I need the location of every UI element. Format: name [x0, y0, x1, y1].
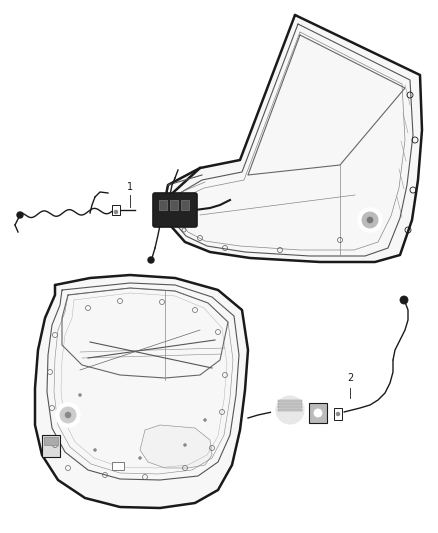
Circle shape [314, 409, 322, 417]
Bar [170, 200, 178, 210]
Circle shape [362, 212, 378, 228]
Circle shape [276, 396, 304, 424]
Bar [278, 400, 302, 402]
FancyBboxPatch shape [153, 193, 197, 227]
Circle shape [93, 448, 96, 451]
Text: 2: 2 [347, 373, 353, 383]
Bar [112, 205, 120, 215]
Circle shape [56, 403, 80, 427]
Circle shape [367, 217, 373, 223]
Circle shape [60, 407, 76, 423]
Circle shape [65, 412, 71, 418]
Circle shape [400, 296, 408, 304]
Circle shape [336, 412, 340, 416]
Bar [278, 406, 302, 408]
Circle shape [17, 212, 23, 218]
Circle shape [272, 392, 308, 428]
Bar [159, 200, 167, 210]
Bar [278, 403, 302, 405]
Bar [112, 462, 124, 470]
Text: 1: 1 [127, 182, 133, 192]
Bar [334, 408, 342, 420]
Circle shape [184, 443, 187, 447]
Circle shape [148, 257, 154, 263]
Bar [278, 409, 302, 411]
Circle shape [138, 456, 141, 459]
Circle shape [358, 208, 382, 232]
Circle shape [78, 393, 81, 397]
Bar [181, 200, 189, 210]
Bar [42, 435, 60, 457]
Circle shape [204, 418, 206, 422]
Polygon shape [35, 275, 248, 508]
Circle shape [114, 210, 118, 214]
Polygon shape [165, 15, 422, 262]
FancyBboxPatch shape [309, 403, 327, 423]
Bar [44, 437, 58, 445]
Polygon shape [140, 425, 212, 468]
